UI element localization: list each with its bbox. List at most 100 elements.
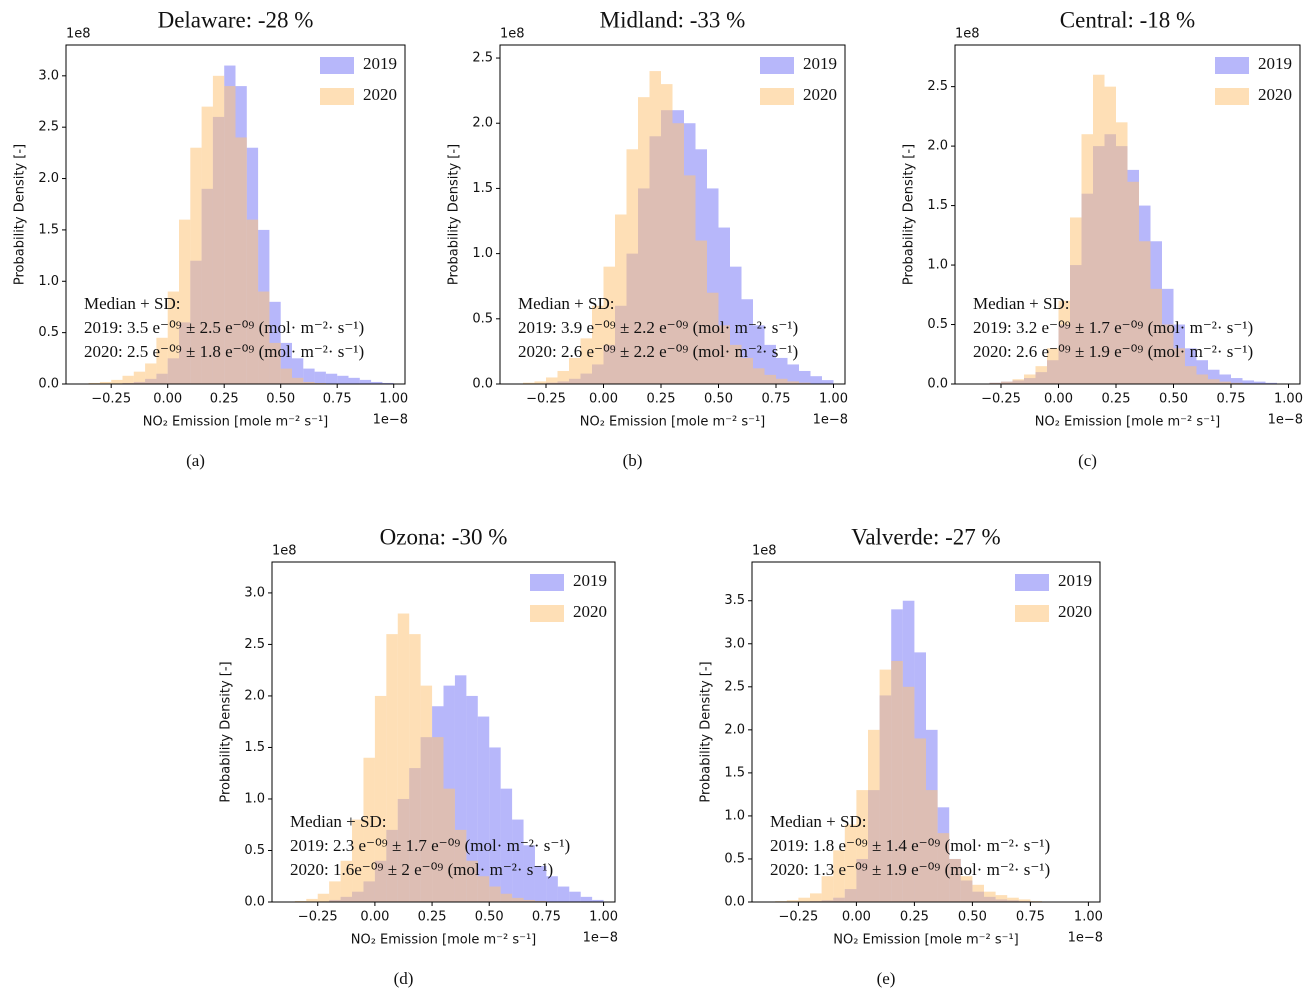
histogram-bar	[269, 342, 281, 384]
legend-label: 2019	[573, 571, 607, 590]
histogram-bar	[224, 86, 236, 384]
histogram-bar	[303, 368, 315, 384]
y-tick-label: 2.0	[472, 116, 493, 131]
legend-swatch	[1015, 605, 1049, 622]
y-tick-label: 2.5	[472, 51, 493, 66]
histogram-bar	[1070, 217, 1082, 384]
annotation: Median + SD:	[973, 294, 1069, 313]
y-tick-label: 2.5	[244, 637, 265, 652]
histogram-bar	[329, 881, 341, 902]
histogram-bar	[960, 876, 973, 902]
histogram-bar	[984, 891, 996, 902]
histogram-bar	[741, 357, 753, 384]
histogram-bar	[534, 865, 547, 902]
legend-label: 2020	[573, 602, 607, 621]
histogram-bar	[856, 790, 868, 902]
y-tick-label: 0.0	[472, 377, 493, 392]
histogram-bar	[914, 738, 926, 902]
histogram-bar	[569, 891, 581, 902]
chart-title: Delaware: -28 %	[158, 7, 314, 32]
annotation: 2019: 3.9 e⁻⁰⁹ ± 2.2 e⁻⁰⁹ (mol· m⁻²· s⁻¹…	[518, 318, 798, 337]
histogram-bar	[489, 886, 501, 902]
y-tick-label: 0.5	[724, 851, 745, 866]
histogram-bar	[1150, 288, 1162, 384]
x-offset: 1e−8	[813, 413, 848, 428]
y-tick-label: 0.5	[927, 317, 948, 332]
histogram-bar	[821, 876, 834, 902]
histogram-bar	[1018, 899, 1031, 902]
histogram-bar	[798, 897, 810, 902]
y-tick-label: 2.0	[724, 722, 745, 737]
histogram-bar	[156, 337, 168, 384]
x-tick-label: −0.25	[298, 910, 338, 925]
axes-frame	[499, 44, 846, 385]
legend-label: 2019	[363, 54, 397, 73]
histogram-bar	[1012, 379, 1024, 384]
histogram-bar	[1081, 134, 1093, 384]
histogram-bar	[337, 375, 349, 384]
x-offset: 1e−8	[583, 931, 618, 946]
histogram-bar	[799, 370, 811, 384]
x-tick-label: 0.75	[323, 392, 352, 407]
histogram-bar	[1231, 378, 1243, 384]
histogram-bar	[133, 371, 146, 384]
histogram-bar	[741, 299, 753, 384]
annotation: Median + SD:	[770, 812, 866, 831]
legend-swatch	[1215, 88, 1249, 105]
y-tick-label: 1.0	[244, 791, 265, 806]
x-tick-label: 0.00	[589, 392, 618, 407]
histogram-bar	[1254, 381, 1266, 384]
annotation: 2020: 1.3 e⁻⁰⁹ ± 1.9 e⁻⁰⁹ (mol· m⁻²· s⁻¹…	[770, 860, 1050, 879]
x-tick-label: 1.00	[1274, 392, 1303, 407]
histogram-bar	[246, 219, 259, 384]
histogram-bar	[359, 379, 372, 384]
legend-swatch	[760, 57, 794, 74]
legend-label: 2019	[803, 54, 837, 73]
histogram-bar	[546, 876, 558, 902]
x-tick-label: 1.00	[819, 392, 848, 407]
histogram-bar	[592, 305, 604, 384]
histogram-bar	[661, 84, 673, 384]
histogram-bar	[477, 716, 490, 902]
histogram-bar	[1265, 382, 1277, 384]
histogram-bar	[730, 266, 742, 384]
x-tick-label: 0.75	[762, 392, 791, 407]
x-tick-label: 0.25	[900, 910, 929, 925]
histogram-bar	[145, 363, 157, 384]
x-offset: 1e−8	[1268, 413, 1303, 428]
x-tick-label: −0.25	[91, 392, 131, 407]
histogram-bar	[454, 829, 467, 902]
histogram-bar	[1219, 374, 1231, 384]
y-axis-label: Probability Density [-]	[13, 144, 28, 285]
x-tick-label: 1.00	[1074, 910, 1103, 925]
x-tick-label: 0.25	[418, 910, 447, 925]
histogram-bar	[500, 788, 513, 902]
histogram-bar	[88, 382, 100, 384]
y-tick-label: 0.0	[38, 377, 59, 392]
y-offset: 1e8	[752, 544, 777, 559]
x-tick-label: −0.25	[981, 392, 1021, 407]
histogram-bar	[672, 123, 684, 384]
histogram-bar	[891, 660, 903, 902]
y-tick-label: 0.5	[472, 311, 493, 326]
histogram-bar	[443, 788, 455, 902]
x-tick-label: 0.50	[1159, 392, 1188, 407]
y-tick-label: 1.0	[927, 258, 948, 273]
x-tick-label: 0.25	[647, 392, 676, 407]
x-tick-label: 0.00	[153, 392, 182, 407]
caption: (c)	[1078, 451, 1097, 470]
histogram-bar	[902, 686, 915, 902]
histogram-bar	[190, 147, 202, 384]
annotation: 2019: 1.8 e⁻⁰⁹ ± 1.4 e⁻⁰⁹ (mol· m⁻²· s⁻¹…	[770, 836, 1050, 855]
annotation: 2019: 3.2 e⁻⁰⁹ ± 1.7 e⁻⁰⁹ (mol· m⁻²· s⁻¹…	[973, 318, 1253, 337]
histogram-bar	[730, 344, 742, 384]
x-axis-label: NO₂ Emission [mole m⁻² s⁻¹]	[833, 933, 1019, 948]
y-tick-label: 1.5	[244, 740, 265, 755]
axes-frame	[271, 561, 616, 903]
histogram-bar	[294, 900, 307, 902]
histogram-bar	[489, 747, 501, 902]
x-tick-label: 0.50	[266, 392, 295, 407]
legend-label: 2020	[363, 85, 397, 104]
histogram-bar	[292, 358, 304, 384]
x-tick-label: 0.25	[210, 392, 239, 407]
